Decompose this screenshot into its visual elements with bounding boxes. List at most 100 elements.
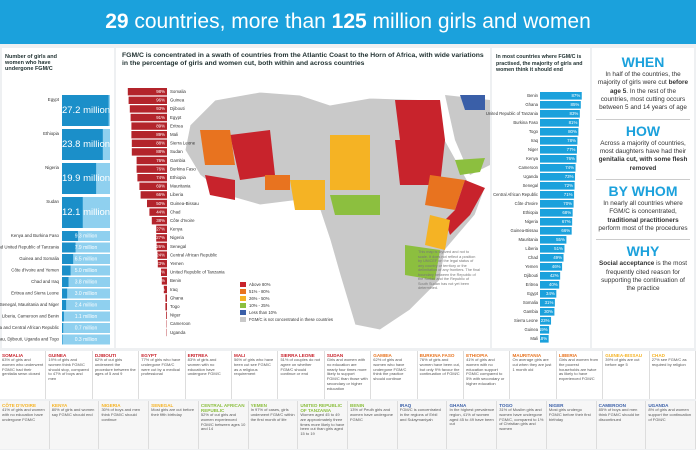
category-label: Mauritania [170, 184, 191, 189]
section: WHEN In half of the countries, the majori… [596, 54, 690, 113]
card: BURKINA FASO 76% of girls and women have … [418, 351, 465, 399]
bar [540, 335, 549, 343]
category-label: Ethiopia [43, 131, 59, 136]
card-text: 77% of girls who have undergone FGM/C we… [141, 357, 181, 377]
card: SIERRA LEONE 51% of couples do not agree … [278, 351, 325, 399]
bar [540, 182, 575, 190]
card: CENTRAL AFRICAN REPUBLIC 52% of cut girls… [199, 401, 249, 449]
region [455, 158, 485, 175]
bar [62, 231, 78, 241]
card: CHAD 27% see FGM/C as required by religio… [650, 351, 696, 399]
category-label: Chad and Iraq [31, 279, 59, 284]
value-label: 85% [571, 102, 580, 107]
card-country: SIERRA LEONE [280, 353, 315, 358]
category-label: Uganda [170, 330, 186, 335]
value-label: 76% [566, 156, 575, 161]
card-country: GHANA [449, 403, 467, 408]
category-label: Côte d'Ivoire [170, 218, 195, 223]
bar [128, 96, 167, 104]
legend-swatch [240, 296, 246, 301]
legend-label: 10% - 25% [249, 303, 270, 308]
value-label: 38% [156, 218, 165, 223]
card-country: TOGO [499, 403, 513, 408]
bar [62, 311, 64, 322]
card: NIGER Most girls undergo FGM/C before the… [547, 401, 597, 449]
card-text: 80% of girls and women say FGM/C should … [51, 407, 95, 417]
bar [62, 242, 76, 253]
bar-track [62, 242, 110, 253]
bar-track [62, 277, 110, 287]
value-label: 87% [571, 93, 580, 98]
card: IRAQ FGM/C is concentrated in the regions… [398, 401, 448, 449]
category-label: Iraq [170, 287, 178, 292]
category-label: Liberia [525, 246, 538, 251]
category-label: Mali [170, 132, 178, 137]
bar [540, 209, 573, 217]
category-label: Guinea [170, 98, 185, 103]
category-label: Liberia, Cameroon and Benin [2, 314, 60, 319]
card-text: 56% of girls who have been cut see FGM/C… [234, 357, 274, 377]
card-country: MAURITANIA [512, 353, 542, 358]
category-label: Iraq [531, 138, 539, 143]
category-label: Benin [527, 93, 538, 98]
value-label: 68% [562, 210, 571, 215]
bar [156, 225, 167, 233]
chart-title: In most countries where FGM/C is practis… [496, 54, 583, 74]
card-text: Girls and women from the poorest househo… [558, 357, 598, 382]
card: UGANDA 8% of girls and women support the … [646, 401, 696, 449]
text-run: 29 [105, 10, 129, 33]
bar [540, 218, 573, 226]
card-text: Women aged 45 to 49 are approximately th… [300, 412, 345, 437]
card-country: KENYA [51, 403, 68, 408]
card: KENYA 80% of girls and women say FGM/C sh… [50, 401, 100, 449]
category-label: Côte d'Ivoire and Yemen [11, 268, 59, 273]
category-label: Nigeria [170, 235, 184, 240]
legend-swatch [240, 310, 246, 315]
category-label: Togo [529, 129, 539, 134]
category-label: Gambia [170, 158, 186, 163]
value-label: 91% [156, 115, 165, 120]
category-label: Gambia [523, 309, 538, 314]
card-text: Most girls are cut before their fifth bi… [151, 407, 195, 417]
bar [149, 208, 167, 216]
value-label: 83% [570, 111, 579, 116]
bar [140, 191, 167, 199]
legend-swatch [240, 317, 246, 322]
value-label: 89% [156, 132, 165, 137]
legend-label: Less than 10% [249, 310, 277, 315]
bar [139, 182, 167, 190]
card: UNITED REPUBLIC OF TANZANIA Women aged 45… [298, 401, 349, 449]
region [265, 175, 290, 190]
bar [62, 197, 83, 228]
card: SENEGAL Most girls are cut before their f… [149, 401, 199, 449]
bar [62, 254, 74, 264]
bar [540, 317, 552, 325]
legend-swatch [240, 289, 246, 294]
value-label: 24% [156, 252, 165, 257]
category-label: Chad [528, 255, 539, 260]
map [184, 91, 490, 331]
card-country: CENTRAL AFRICAN REPUBLIC [200, 403, 245, 413]
category-label: Egypt [48, 97, 60, 102]
category-label: Mauritania [518, 237, 538, 242]
value-label: 1.1 million [75, 314, 98, 320]
bar [147, 199, 167, 208]
value-label: 88% [156, 149, 165, 154]
bar [540, 308, 555, 316]
card-country: IRAQ [399, 403, 412, 408]
category-label: Nigeria [45, 165, 59, 170]
card-country: ETHIOPIA [466, 353, 488, 358]
value-label: 27% [156, 235, 165, 240]
category-label: Senegal [170, 244, 186, 249]
bar [62, 277, 69, 287]
card-country: LIBERIA [558, 353, 578, 358]
card: BENIN 13% of Peulh girls and women have u… [348, 401, 398, 449]
value-label: 3.8 million [75, 279, 98, 285]
card: GUINEA-BISSAU 39% of girls are cut before… [603, 351, 650, 399]
card-country: BENIN [350, 403, 365, 408]
value-label: 66% [561, 228, 570, 233]
category-label: Cameroon [170, 321, 191, 326]
value-label: 73% [565, 174, 574, 179]
value-label: 89% [156, 123, 165, 128]
bar-track [62, 334, 110, 345]
